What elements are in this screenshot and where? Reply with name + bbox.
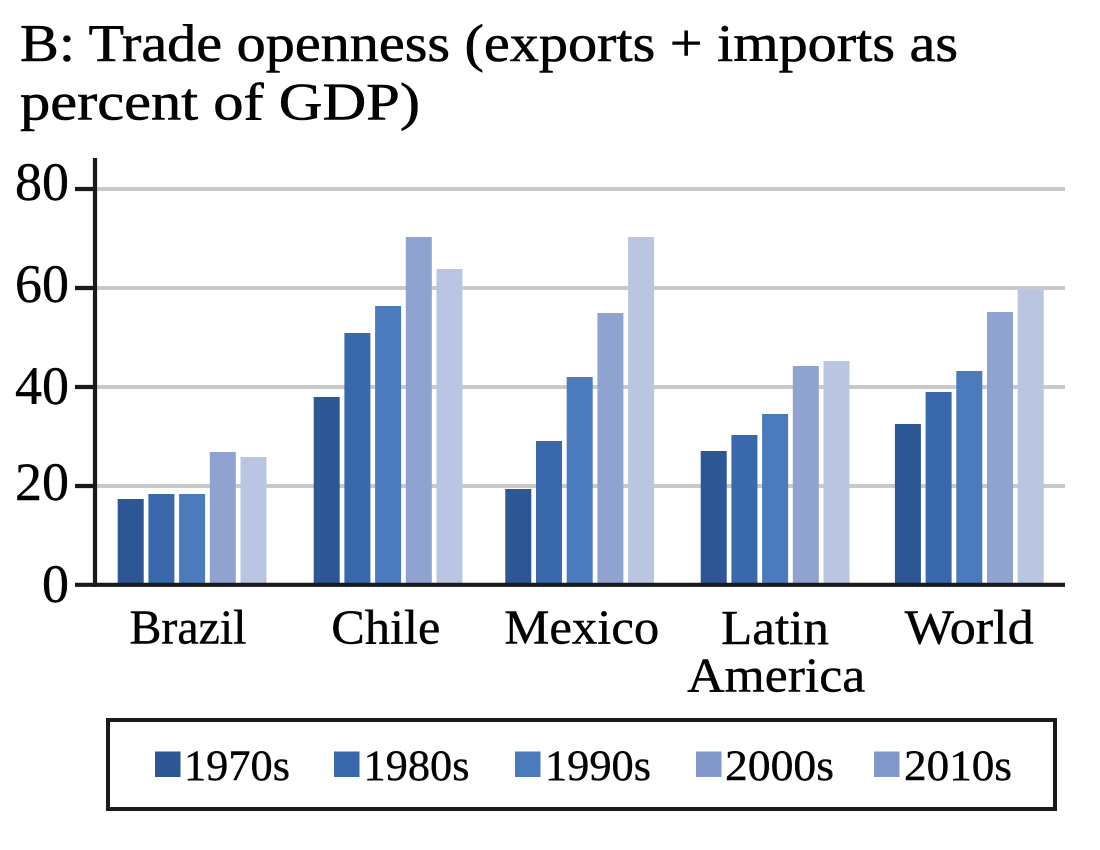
svg-text:1970s: 1970s bbox=[184, 743, 290, 790]
svg-text:20: 20 bbox=[15, 452, 69, 512]
svg-text:40: 40 bbox=[15, 356, 69, 416]
svg-text:1980s: 1980s bbox=[364, 743, 470, 790]
svg-text:2010s: 2010s bbox=[904, 743, 1012, 790]
svg-text:Mexico: Mexico bbox=[504, 602, 659, 655]
svg-text:America: America bbox=[687, 650, 865, 703]
svg-text:2000s: 2000s bbox=[725, 743, 834, 790]
svg-text:80: 80 bbox=[15, 152, 69, 212]
svg-text:0: 0 bbox=[42, 554, 69, 614]
svg-text:1990s: 1990s bbox=[545, 743, 651, 790]
svg-text:Chile: Chile bbox=[331, 602, 440, 655]
svg-text:Latin: Latin bbox=[721, 602, 829, 655]
svg-text:Brazil: Brazil bbox=[130, 602, 247, 655]
svg-text:B: Trade openness (exports + i: B: Trade openness (exports + imports as bbox=[20, 15, 958, 73]
svg-text:World: World bbox=[905, 602, 1034, 655]
svg-text:60: 60 bbox=[15, 254, 69, 314]
svg-text:percent of GDP): percent of GDP) bbox=[20, 74, 420, 132]
